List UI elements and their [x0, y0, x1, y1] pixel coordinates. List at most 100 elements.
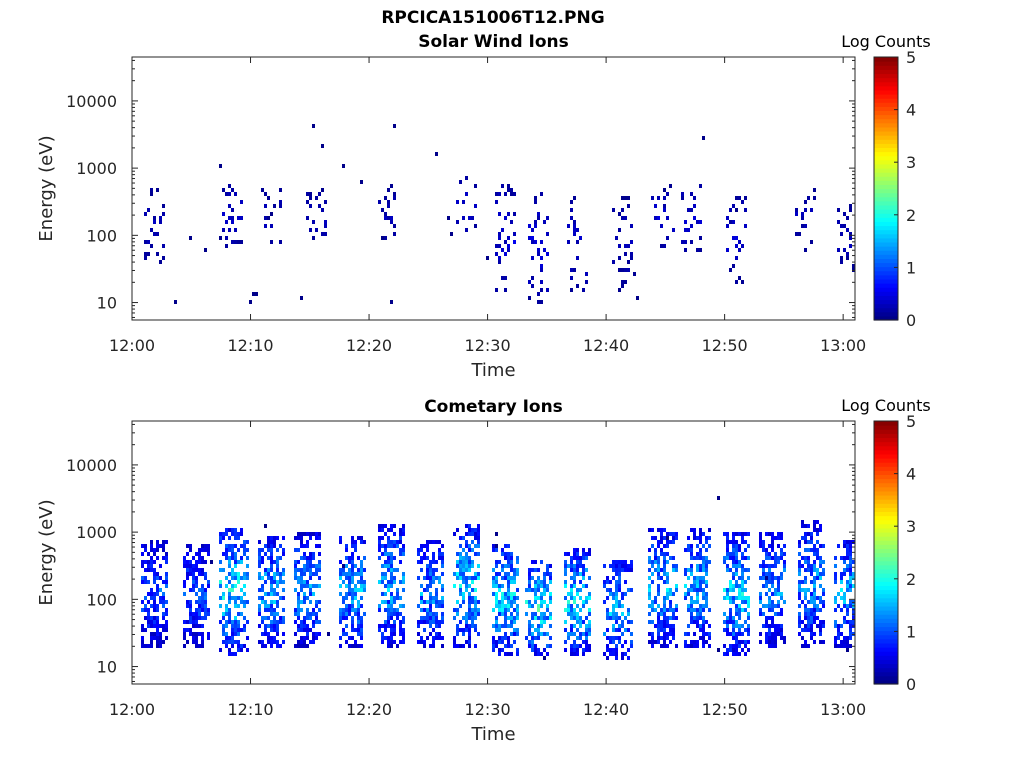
heatmap-cell [852, 540, 855, 544]
heatmap-cell [693, 532, 696, 536]
heatmap-cell [534, 220, 537, 224]
heatmap-cell [696, 248, 699, 252]
x-tick-label: 12:50 [702, 336, 748, 355]
heatmap-cell [243, 572, 246, 576]
heatmap-cell [627, 196, 630, 200]
heatmap-cell [342, 596, 345, 600]
colorbar-segment [874, 449, 898, 455]
heatmap-cell [801, 636, 804, 640]
heatmap-cell [684, 644, 687, 648]
heatmap-cell [303, 640, 306, 644]
heatmap-cell [390, 564, 393, 568]
colorbar-segment [874, 73, 898, 79]
heatmap-cell [267, 616, 270, 620]
heatmap-cell [270, 604, 273, 608]
colorbar-segment [874, 560, 898, 566]
heatmap-cell [246, 572, 249, 576]
heatmap-cell [549, 636, 552, 640]
heatmap-cell [771, 544, 774, 548]
heatmap-cell [588, 620, 591, 624]
heatmap-cell [243, 544, 246, 548]
heatmap-cell [393, 628, 396, 632]
heatmap-cell [666, 192, 669, 196]
heatmap-cell [657, 592, 660, 596]
heatmap-cell [513, 240, 516, 244]
heatmap-cell [504, 216, 507, 220]
heatmap-cell [342, 580, 345, 584]
heatmap-cell [654, 608, 657, 612]
heatmap-cell [315, 636, 318, 640]
heatmap-cell [543, 616, 546, 620]
heatmap-cell [654, 536, 657, 540]
heatmap-cell [612, 628, 615, 632]
heatmap-cell [762, 568, 765, 572]
heatmap-cell [474, 644, 477, 648]
heatmap-cell [513, 232, 516, 236]
heatmap-cell [153, 632, 156, 636]
heatmap-cell [468, 216, 471, 220]
colorbar-segment [874, 605, 898, 611]
heatmap-cell [468, 604, 471, 608]
heatmap-cell [150, 604, 153, 608]
heatmap-cell [234, 528, 237, 532]
heatmap-cell [420, 600, 423, 604]
heatmap-cell [195, 576, 198, 580]
heatmap-cell [537, 576, 540, 580]
heatmap-cell [732, 220, 735, 224]
heatmap-cell [822, 600, 825, 604]
colorbar-tick-label: 5 [906, 412, 916, 431]
heatmap-cell [657, 632, 660, 636]
heatmap-cell [534, 560, 537, 564]
heatmap-cell [657, 572, 660, 576]
heatmap-cell [615, 616, 618, 620]
heatmap-cell [528, 600, 531, 604]
colorbar-segment [874, 462, 898, 467]
heatmap-cell [543, 648, 546, 652]
heatmap-cell [687, 604, 690, 608]
heatmap-cell [570, 624, 573, 628]
heatmap-cell [699, 608, 702, 612]
colorbar-segment [874, 229, 898, 235]
heatmap-cell [315, 532, 318, 536]
heatmap-cell [741, 280, 744, 284]
heatmap-cell [804, 612, 807, 616]
heatmap-cell [438, 576, 441, 580]
heatmap-cell [237, 632, 240, 636]
heatmap-cell [663, 536, 666, 540]
heatmap-cell [345, 576, 348, 580]
heatmap-cell [312, 556, 315, 560]
heatmap-cell [585, 584, 588, 588]
heatmap-cell [246, 556, 249, 560]
heatmap-cell [582, 548, 585, 552]
heatmap-cell [609, 636, 612, 640]
heatmap-cell [387, 644, 390, 648]
heatmap-cell [816, 624, 819, 628]
heatmap-cell [453, 572, 456, 576]
heatmap-cell [777, 576, 780, 580]
heatmap-cell [777, 592, 780, 596]
heatmap-cell [228, 560, 231, 564]
heatmap-cell [573, 268, 576, 272]
heatmap-cell [672, 616, 675, 620]
heatmap-cell [426, 584, 429, 588]
heatmap-cell [264, 624, 267, 628]
heatmap-cell [387, 616, 390, 620]
heatmap-cell [435, 636, 438, 640]
heatmap-cell [495, 592, 498, 596]
heatmap-cell [810, 632, 813, 636]
colorbar-segment [874, 303, 898, 309]
heatmap-cell [546, 572, 549, 576]
heatmap-cell [387, 608, 390, 612]
heatmap-cell [282, 640, 285, 644]
heatmap-cell [309, 204, 312, 208]
heatmap-cell [303, 544, 306, 548]
heatmap-cell [612, 208, 615, 212]
heatmap-cell [495, 532, 498, 536]
heatmap-cell [531, 256, 534, 260]
heatmap-cell [672, 532, 675, 536]
heatmap-cell [771, 644, 774, 648]
heatmap-cell [780, 608, 783, 612]
colorbar-segment [874, 130, 898, 136]
heatmap-cell [198, 556, 201, 560]
heatmap-cell [588, 576, 591, 580]
